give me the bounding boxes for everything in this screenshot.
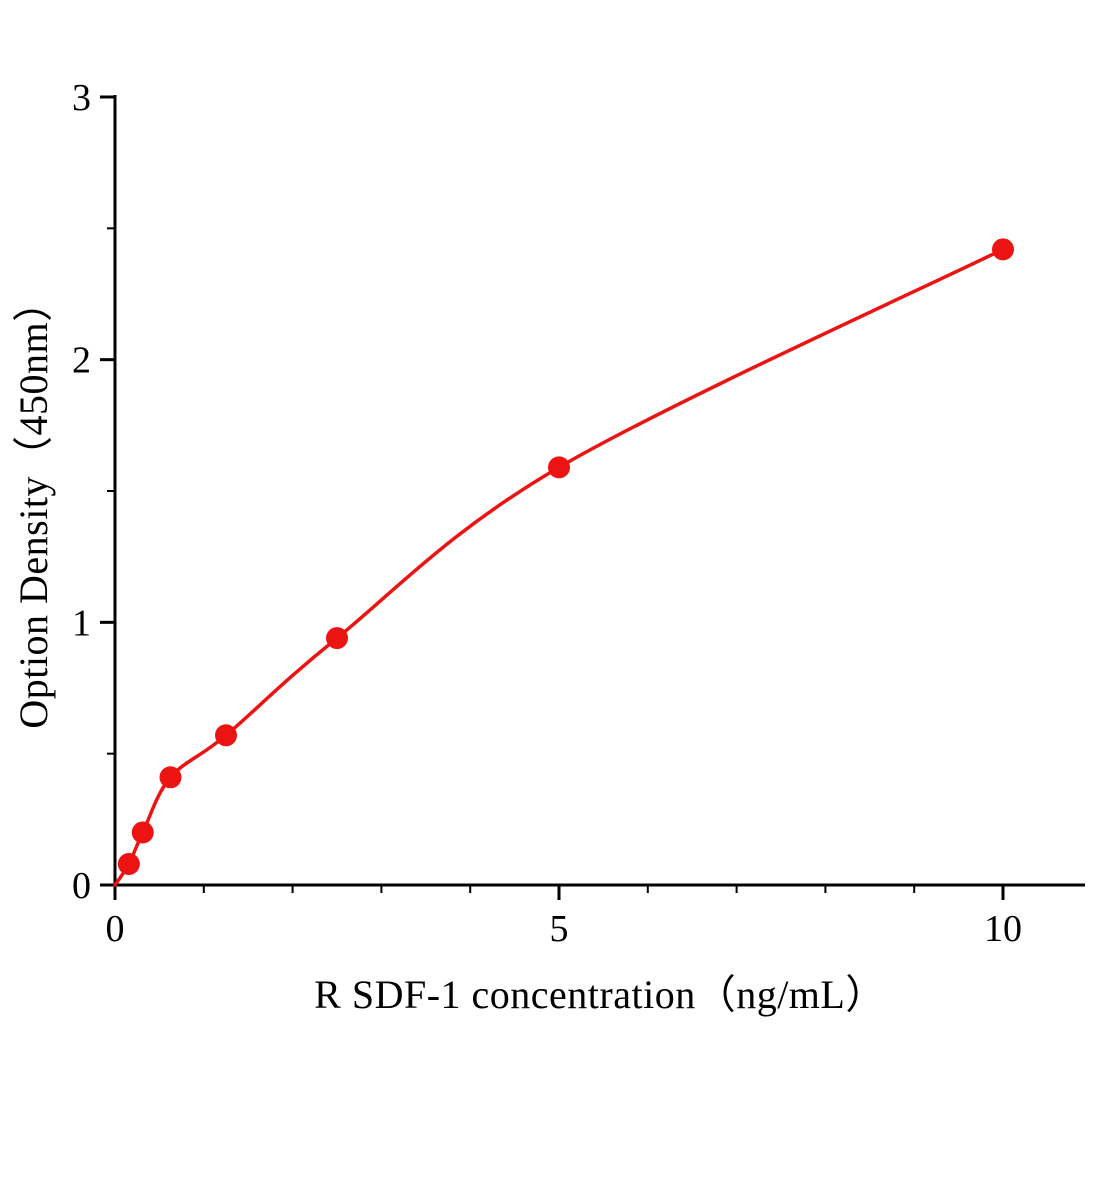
data-point — [992, 238, 1014, 261]
x-tick-label: 5 — [550, 908, 569, 950]
y-tick-label: 2 — [72, 340, 91, 382]
y-tick-label: 1 — [72, 602, 91, 644]
data-point — [131, 821, 154, 844]
x-axis-label: R SDF-1 concentration（ng/mL） — [314, 972, 886, 1017]
y-tick-label: 3 — [72, 77, 91, 119]
data-point — [159, 766, 182, 789]
data-point — [215, 724, 237, 747]
x-tick-label: 10 — [984, 908, 1022, 950]
fit-curve — [113, 247, 1005, 887]
x-tick-label: 0 — [106, 908, 125, 950]
data-point — [548, 456, 570, 479]
y-tick-label: 0 — [72, 865, 91, 907]
data-point — [326, 627, 348, 650]
data-point — [117, 852, 140, 875]
y-axis-label: Option Density（450nm） — [11, 281, 56, 729]
